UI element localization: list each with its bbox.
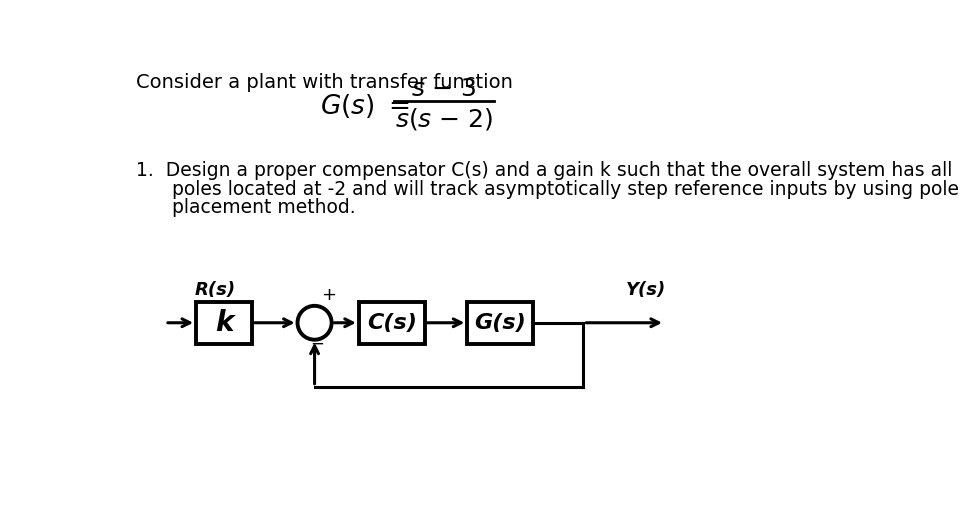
Text: poles located at -2 and will track asymptotically step reference inputs by using: poles located at -2 and will track asymp…: [136, 179, 958, 199]
Text: $\mathit{G}(\mathit{s})$ $=$: $\mathit{G}(\mathit{s})$ $=$: [320, 91, 409, 119]
Circle shape: [297, 306, 332, 340]
Text: Consider a plant with transfer function: Consider a plant with transfer function: [136, 73, 512, 92]
Text: −: −: [310, 334, 325, 353]
Text: Y(s): Y(s): [626, 281, 666, 299]
Bar: [196, 302, 251, 343]
Text: k: k: [214, 309, 233, 337]
Text: C(s): C(s): [367, 313, 417, 333]
Text: $\mathit{s}$ $-$ $3$: $\mathit{s}$ $-$ $3$: [411, 77, 476, 101]
Text: G(s): G(s): [473, 313, 525, 333]
Text: placement method.: placement method.: [136, 198, 356, 217]
Text: $\mathit{s}(\mathit{s}$ $-$ $2)$: $\mathit{s}(\mathit{s}$ $-$ $2)$: [394, 107, 493, 133]
Bar: [358, 302, 424, 343]
Text: 1.  Design a proper compensator C(s) and a gain k such that the overall system h: 1. Design a proper compensator C(s) and …: [136, 161, 952, 180]
Text: +: +: [321, 285, 335, 303]
Bar: [467, 302, 533, 343]
Text: R(s): R(s): [195, 281, 236, 299]
